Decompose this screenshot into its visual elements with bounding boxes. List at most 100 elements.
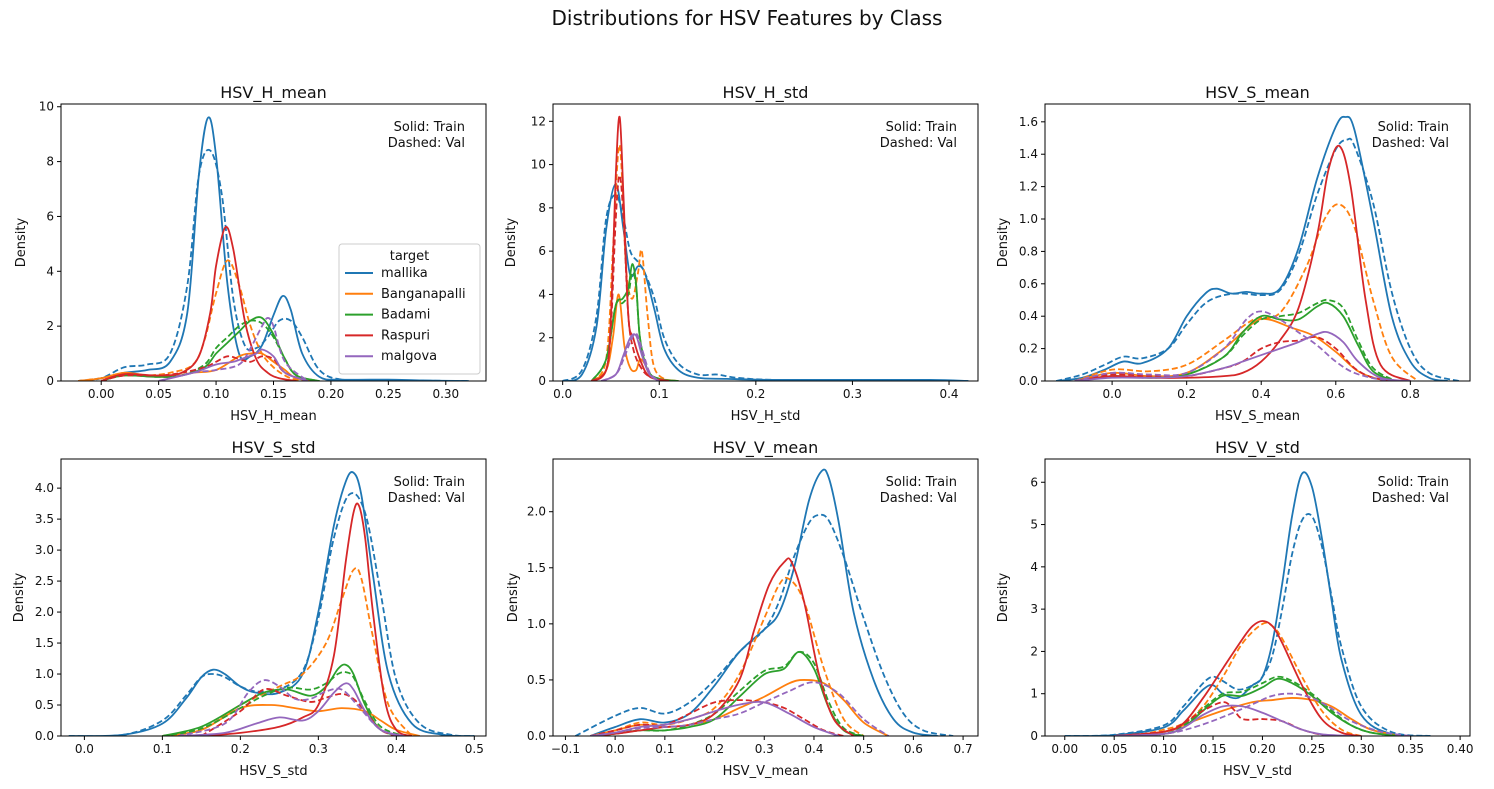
kde-line-Banganapalli-val xyxy=(590,576,865,736)
x-tick-label: 0.20 xyxy=(318,387,345,401)
y-tick-label: 1.4 xyxy=(1019,147,1038,161)
panel-HSV_H_mean: HSV_H_mean 0.00 0.05 0.10 0.15 0.20 0.25 0.30 0 2… xyxy=(14,83,487,424)
kde-line-Raspuri-train xyxy=(590,557,855,736)
kde-line-mallika-val xyxy=(78,148,469,381)
y-tick-label: 1.0 xyxy=(1019,212,1038,226)
train-val-annotation: Dashed: Val xyxy=(1372,136,1449,151)
legend-title: target xyxy=(390,249,430,264)
x-tick-label: 0.40 xyxy=(1447,742,1474,756)
kde-line-Raspuri-val xyxy=(1114,701,1342,736)
panel-HSV_S_mean: HSV_S_mean 0.0 0.2 0.4 0.6 0.8 0.0 0.2 0.4 0.6 0.8… xyxy=(996,83,1471,424)
train-val-annotation: Solid: Train xyxy=(1378,475,1449,490)
kde-line-Banganapalli-val xyxy=(1074,203,1419,381)
kde-line-malgova-val xyxy=(158,317,309,381)
legend-label-Raspuri: Raspuri xyxy=(381,328,430,343)
x-tick-label: 0.0 xyxy=(553,387,572,401)
panel-HSV_V_mean: HSV_V_mean −0.1 0.0 0.1 0.2 0.3 0.4 0.5 0.6 0.7 0.… xyxy=(506,438,979,779)
kde-line-Raspuri-val xyxy=(590,699,845,736)
x-axis-label: HSV_H_std xyxy=(731,409,801,424)
panel-title: HSV_S_mean xyxy=(1205,83,1310,103)
x-tick-label: 0.05 xyxy=(145,387,172,401)
x-tick-label: 0.15 xyxy=(1200,742,1227,756)
train-val-annotation: Dashed: Val xyxy=(388,491,465,506)
y-tick-label: 1.2 xyxy=(1019,180,1038,194)
panel-title: HSV_V_std xyxy=(1215,438,1300,458)
train-val-annotation: Dashed: Val xyxy=(388,136,465,151)
series-group xyxy=(574,468,954,736)
kde-line-mallika-val xyxy=(574,513,954,736)
x-tick-label: 0.25 xyxy=(1299,742,1326,756)
y-tick-label: 2 xyxy=(1030,644,1038,658)
y-tick-label: 0.0 xyxy=(527,729,546,743)
kde-line-mallika-train xyxy=(68,471,475,736)
train-val-annotation: Dashed: Val xyxy=(880,491,957,506)
x-tick-label: 0.6 xyxy=(904,742,923,756)
y-tick-label: 3 xyxy=(1030,602,1038,616)
kde-line-mallika-train xyxy=(78,116,469,381)
kde-line-mallika-val xyxy=(1055,137,1460,381)
y-axis-label: Density xyxy=(14,217,29,267)
y-tick-label: 4 xyxy=(538,287,546,301)
panel-title: HSV_V_mean xyxy=(713,438,818,458)
y-tick-label: 0.0 xyxy=(35,729,54,743)
y-tick-label: 3.0 xyxy=(35,543,54,557)
y-axis-label: Density xyxy=(12,572,27,622)
x-tick-label: 0.8 xyxy=(1401,387,1420,401)
kde-line-Raspuri-train xyxy=(100,226,297,381)
kde-line-mallika-train xyxy=(1056,115,1448,381)
kde-line-Raspuri-train xyxy=(1114,620,1362,736)
kde-line-malgova-train xyxy=(177,682,405,736)
kde-line-Badami-train xyxy=(100,316,320,381)
plot-frame xyxy=(60,103,487,382)
x-tick-label: 0.2 xyxy=(231,742,250,756)
kde-line-Badami-val xyxy=(590,650,865,736)
train-val-annotation: Solid: Train xyxy=(394,475,465,490)
kde-line-mallika-val xyxy=(68,492,475,736)
y-tick-label: 10 xyxy=(39,100,54,114)
panel-title: HSV_S_std xyxy=(231,438,315,458)
train-val-annotation: Dashed: Val xyxy=(1372,491,1449,506)
kde-line-Raspuri-val xyxy=(1074,336,1396,381)
y-tick-label: 0.8 xyxy=(1019,244,1038,258)
legend-box xyxy=(338,243,481,375)
y-tick-label: 0 xyxy=(538,374,546,388)
x-axis-label: HSV_H_mean xyxy=(230,409,317,424)
plot-frame xyxy=(60,458,487,737)
y-tick-label: 3.5 xyxy=(35,512,54,526)
y-tick-label: 5 xyxy=(1030,518,1038,532)
train-val-annotation: Solid: Train xyxy=(886,475,957,490)
y-tick-label: 1.6 xyxy=(1019,115,1038,129)
y-tick-label: 1.5 xyxy=(527,561,546,575)
y-tick-label: 1 xyxy=(1030,687,1038,701)
plot-frame xyxy=(1044,103,1471,382)
x-tick-label: 0.05 xyxy=(1101,742,1128,756)
kde-line-Raspuri-train xyxy=(201,502,413,736)
kde-line-malgova-val xyxy=(590,681,890,736)
plot-frame xyxy=(552,103,979,382)
y-tick-label: 2.0 xyxy=(527,505,546,519)
series-group xyxy=(68,471,475,736)
y-tick-label: 0 xyxy=(1030,729,1038,743)
kde-line-malgova-train xyxy=(590,700,840,736)
x-tick-label: 0.5 xyxy=(465,742,484,756)
y-tick-label: 1.5 xyxy=(35,636,54,650)
legend: target mallika Banganapalli Badami Raspuri ma… xyxy=(338,243,481,375)
x-tick-label: 0.5 xyxy=(854,742,873,756)
x-tick-label: 0.10 xyxy=(1150,742,1177,756)
x-tick-label: 0.1 xyxy=(153,742,172,756)
x-tick-label: −0.1 xyxy=(551,742,580,756)
y-tick-label: 0.6 xyxy=(1019,277,1038,291)
figure-title: Distributions for HSV Features by Class xyxy=(551,6,943,30)
x-tick-label: 0.0 xyxy=(75,742,94,756)
kde-line-mallika-train xyxy=(1064,471,1431,736)
y-tick-label: 1.0 xyxy=(35,667,54,681)
x-axis-label: HSV_V_mean xyxy=(723,764,809,779)
series-group xyxy=(1064,471,1431,736)
series-group xyxy=(562,116,969,381)
kde-line-Badami-val xyxy=(1114,675,1401,736)
y-tick-label: 0.5 xyxy=(527,673,546,687)
kde-line-Banganapalli-val xyxy=(78,259,320,381)
y-tick-label: 2.5 xyxy=(35,574,54,588)
train-val-annotation: Dashed: Val xyxy=(880,136,957,151)
kde-line-malgova-val xyxy=(600,332,660,381)
